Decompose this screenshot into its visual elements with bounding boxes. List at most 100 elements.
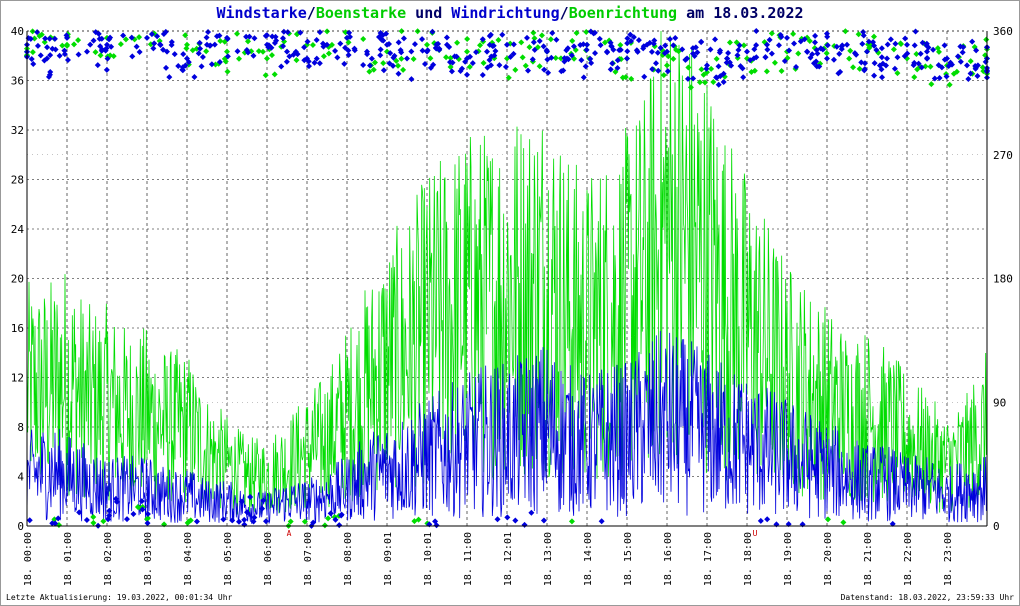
windrichtung-point (378, 36, 385, 43)
boenrichtung-point (75, 37, 82, 44)
windrichtung-point (884, 41, 891, 48)
windrichtung-point (151, 40, 158, 47)
boenrichtung-point (117, 41, 124, 48)
windrichtung-point (163, 64, 170, 71)
windrichtung-point (925, 44, 932, 51)
boenrichtung-point (855, 31, 862, 38)
windrichtung-point (662, 42, 669, 49)
windrichtung-point (684, 75, 691, 82)
windrichtung-point (568, 52, 575, 59)
boenrichtung-point (193, 45, 200, 52)
windrichtung-point (628, 38, 635, 45)
boenrichtung-point (665, 53, 672, 60)
title-windstarke: Windstarke (216, 4, 307, 22)
boenrichtung-point (464, 35, 471, 42)
windrichtung-point (735, 47, 742, 54)
axis-layer: 0 4 8 12 16 20 24 28 32 36 40 0 90 180 270 360 18. 00:00… (11, 25, 1013, 586)
windrichtung-point (346, 33, 353, 40)
windrichtung-point (931, 75, 938, 82)
windrichtung-point (870, 39, 877, 46)
boenrichtung-point (983, 36, 990, 43)
windrichtung-point (879, 60, 886, 67)
boenrichtung-point (59, 42, 66, 49)
boenrichtung-point (740, 42, 747, 49)
windrichtung-point (630, 34, 637, 41)
windrichtung-point (837, 68, 844, 75)
windrichtung-point (510, 41, 517, 48)
boenrichtung-point (371, 59, 378, 66)
event-marker-label: U (753, 529, 758, 538)
windrichtung-point (894, 54, 901, 61)
y-left-tick-label: 12 (11, 372, 24, 385)
windrichtung-point (316, 29, 323, 36)
windrichtung-point (280, 28, 287, 35)
windrichtung-point (273, 37, 280, 44)
windrichtung-point (878, 54, 885, 61)
windrichtung-point (443, 34, 450, 41)
windrichtung-point (486, 56, 493, 63)
windrichtung-point (130, 510, 137, 517)
windrichtung-point (106, 507, 113, 514)
windrichtung-point (250, 52, 257, 59)
boenrichtung-point (324, 28, 331, 35)
boenrichtung-point (850, 64, 857, 71)
windrichtung-point (61, 51, 68, 58)
windrichtung-point (305, 58, 312, 65)
windrichtung-point (342, 44, 349, 51)
boenrichtung-point (847, 47, 854, 54)
windrichtung-point (234, 48, 241, 55)
windrichtung-point (106, 512, 113, 519)
windrichtung-point (504, 514, 511, 521)
windrichtung-point (588, 59, 595, 66)
windrichtung-point (614, 65, 621, 72)
boenrichtung-point (552, 55, 559, 62)
boenrichtung-point (927, 63, 934, 70)
windrichtung-point (262, 518, 269, 525)
boenrichtung-point (768, 30, 775, 37)
windrichtung-point (90, 37, 97, 44)
windrichtung-point (55, 515, 62, 522)
boenrichtung-point (424, 41, 430, 48)
windrichtung-point (655, 67, 662, 74)
windrichtung-point (911, 59, 918, 66)
boenrichtung-point (698, 66, 705, 73)
windrichtung-point (490, 42, 497, 49)
windrichtung-point (26, 517, 33, 524)
x-tick-label: 18. 12:01 (503, 532, 514, 586)
boenrichtung-point (726, 39, 733, 46)
windrichtung-point (133, 43, 140, 50)
boenrichtung-point (518, 39, 525, 46)
boenrichtung-point (685, 64, 692, 71)
boenrichtung-point (536, 63, 543, 70)
windrichtung-point (395, 39, 402, 46)
boenrichtung-point (946, 81, 953, 88)
windrichtung-point (224, 53, 231, 60)
x-tick-label: 18. 08:00 (343, 532, 354, 586)
windrichtung-point (762, 54, 769, 61)
windrichtung-point (408, 76, 415, 83)
windrichtung-point (824, 55, 830, 62)
boenrichtung-point (913, 50, 920, 57)
windrichtung-point (139, 506, 146, 513)
windrichtung-point (104, 55, 111, 62)
windrichtung-point (764, 516, 771, 523)
windrichtung-point (912, 28, 919, 35)
windrichtung-point (37, 52, 44, 59)
windrichtung-point (44, 44, 51, 51)
wind-series-layer (26, 330, 988, 524)
windrichtung-point (712, 36, 719, 43)
windrichtung-point (220, 516, 227, 523)
windrichtung-point (766, 36, 773, 43)
windrichtung-point (649, 66, 656, 73)
x-tick-label: 18. 17:00 (703, 532, 714, 586)
y-left-tick-label: 16 (11, 322, 24, 335)
windrichtung-point (327, 510, 334, 517)
title-und: und (406, 4, 452, 22)
windrichtung-point (531, 46, 538, 53)
windrichtung-point (592, 50, 599, 57)
boenrichtung-point (713, 55, 720, 62)
windrichtung-point (160, 46, 167, 53)
windrichtung-point (836, 50, 843, 57)
windrichtung-point (44, 55, 50, 62)
windrichtung-point (34, 29, 41, 36)
